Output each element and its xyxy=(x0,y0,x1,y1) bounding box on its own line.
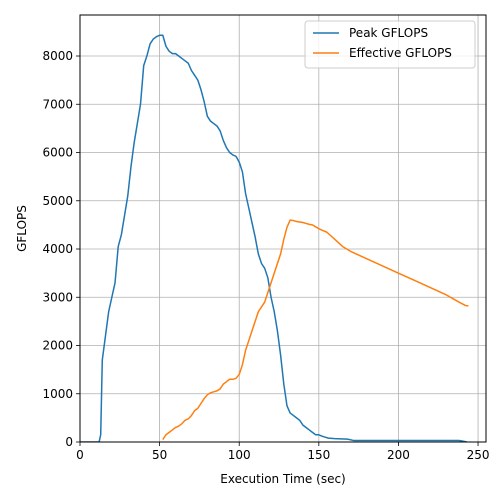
x-tick-label: 150 xyxy=(307,448,330,462)
series-line-0 xyxy=(80,34,468,442)
legend-entry: Peak GFLOPS xyxy=(349,26,428,40)
x-tick-label: 200 xyxy=(387,448,410,462)
legend-box xyxy=(304,20,476,69)
x-tick-label: 100 xyxy=(228,448,251,462)
y-tick-label: 2000 xyxy=(42,339,73,353)
x-axis-label: Execution Time (sec) xyxy=(220,472,345,486)
series-layer xyxy=(80,34,469,442)
x-axis-ticks: 0 50 100 150 200 250 xyxy=(76,442,489,462)
y-tick-label: 4000 xyxy=(42,242,73,256)
series-line-1 xyxy=(162,219,469,441)
x-tick-label: 250 xyxy=(467,448,490,462)
y-tick-label: 5000 xyxy=(42,194,73,208)
legend-entry: Effective GFLOPS xyxy=(349,46,452,60)
y-axis-ticks: 0 1000 2000 3000 4000 5000 6000 7000 8000 xyxy=(42,49,80,449)
y-tick-label: 1000 xyxy=(42,387,73,401)
x-tick-label: 0 xyxy=(76,448,84,462)
legend: Peak GFLOPS Effective GFLOPS xyxy=(304,20,476,69)
y-tick-label: 3000 xyxy=(42,290,73,304)
y-tick-label: 8000 xyxy=(42,49,73,63)
grid xyxy=(79,15,486,443)
y-tick-label: 7000 xyxy=(42,97,73,111)
y-axis-label: GFLOPS xyxy=(15,205,29,252)
y-tick-label: 0 xyxy=(65,435,73,449)
plot-frame xyxy=(79,14,487,443)
x-tick-label: 50 xyxy=(152,448,167,462)
y-tick-label: 6000 xyxy=(42,146,73,160)
